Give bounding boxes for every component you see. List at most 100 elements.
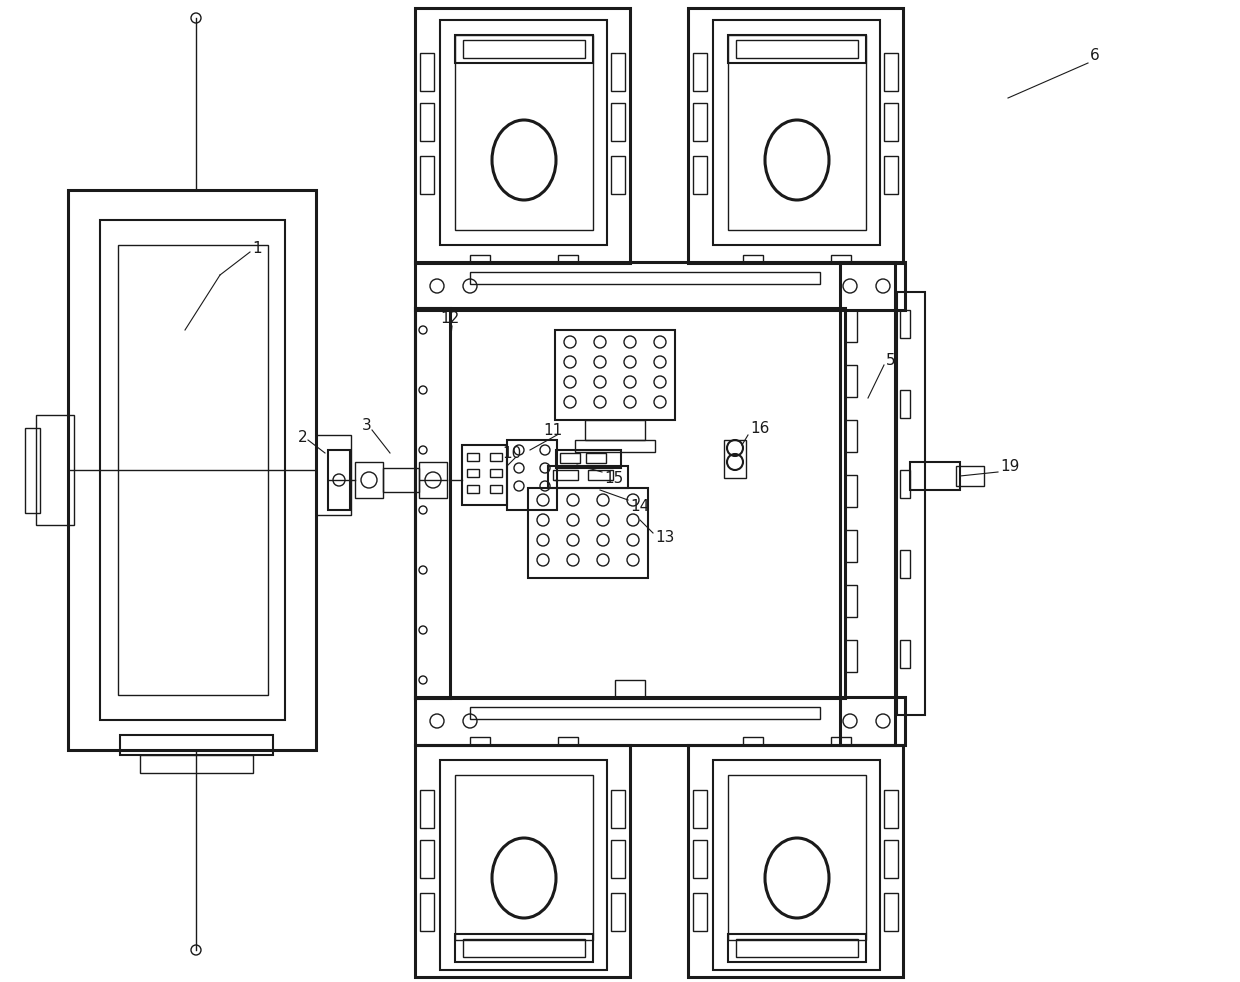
Bar <box>100 220 285 720</box>
Bar <box>743 737 763 745</box>
Text: 19: 19 <box>999 459 1019 473</box>
Bar <box>900 390 910 418</box>
Bar <box>844 530 857 562</box>
Bar <box>467 485 479 493</box>
Bar <box>415 308 450 698</box>
Bar <box>831 255 851 263</box>
Text: 10: 10 <box>502 446 521 461</box>
Bar <box>467 469 479 477</box>
Bar <box>415 697 905 745</box>
Bar <box>420 790 434 828</box>
Bar <box>420 840 434 878</box>
Bar <box>329 450 350 510</box>
Bar <box>553 470 578 480</box>
Bar <box>884 893 898 931</box>
Bar <box>68 190 316 750</box>
Bar <box>587 453 606 463</box>
Bar <box>900 550 910 578</box>
Bar <box>455 775 593 940</box>
Text: 1: 1 <box>252 241 262 255</box>
Bar <box>956 466 985 486</box>
Bar <box>611 103 625 141</box>
Bar <box>884 840 898 878</box>
Bar <box>383 468 419 492</box>
Bar <box>420 53 434 91</box>
Bar <box>556 450 621 468</box>
Bar <box>844 585 857 617</box>
Bar <box>558 255 578 263</box>
Bar <box>897 292 925 715</box>
Bar <box>463 939 585 957</box>
Bar <box>611 790 625 828</box>
Bar <box>455 934 593 962</box>
Bar <box>470 737 490 745</box>
Text: 16: 16 <box>750 420 769 435</box>
Text: 3: 3 <box>362 417 372 432</box>
Bar <box>884 156 898 194</box>
Text: 2: 2 <box>298 429 308 445</box>
Bar <box>415 308 844 698</box>
Bar <box>556 330 675 420</box>
Bar <box>420 103 434 141</box>
Bar <box>688 745 903 977</box>
Bar <box>420 893 434 931</box>
Bar <box>316 435 351 515</box>
Bar <box>839 262 895 745</box>
Bar <box>470 707 820 719</box>
Bar <box>910 462 960 490</box>
Bar <box>140 755 253 773</box>
Bar <box>693 790 707 828</box>
Bar <box>844 310 857 342</box>
Bar <box>470 272 820 284</box>
Bar <box>611 53 625 91</box>
Bar <box>693 156 707 194</box>
Bar <box>528 488 649 578</box>
Bar <box>713 20 880 245</box>
Bar <box>831 737 851 745</box>
Bar <box>693 840 707 878</box>
Bar <box>737 939 858 957</box>
Bar <box>548 466 627 488</box>
Text: 11: 11 <box>543 422 562 438</box>
Bar <box>611 893 625 931</box>
Bar <box>615 680 645 698</box>
Bar <box>884 53 898 91</box>
Bar <box>507 440 557 510</box>
Bar <box>440 760 608 970</box>
Bar <box>728 934 866 962</box>
Bar <box>490 469 502 477</box>
Bar <box>415 745 630 977</box>
Bar <box>575 440 655 452</box>
Bar <box>844 640 857 672</box>
Bar <box>490 453 502 461</box>
Text: 5: 5 <box>887 353 895 367</box>
Bar <box>844 420 857 452</box>
Text: 13: 13 <box>655 530 675 545</box>
Bar <box>693 53 707 91</box>
Text: 15: 15 <box>604 470 624 485</box>
Bar <box>120 735 273 755</box>
Bar <box>36 415 74 525</box>
Bar <box>693 103 707 141</box>
Bar <box>693 893 707 931</box>
Bar <box>560 453 580 463</box>
Bar <box>900 470 910 498</box>
Bar <box>900 310 910 338</box>
Bar <box>737 40 858 58</box>
Bar <box>420 156 434 194</box>
Bar <box>611 156 625 194</box>
Bar <box>558 737 578 745</box>
Bar <box>455 35 593 230</box>
Bar <box>585 420 645 440</box>
Bar <box>724 440 746 478</box>
Bar <box>440 20 608 245</box>
Bar <box>688 8 903 263</box>
Bar <box>470 255 490 263</box>
Bar <box>118 245 268 695</box>
Bar <box>844 365 857 397</box>
Bar <box>467 453 479 461</box>
Bar <box>728 35 866 230</box>
Text: 14: 14 <box>630 499 650 514</box>
Text: 12: 12 <box>440 310 459 325</box>
Bar <box>419 462 446 498</box>
